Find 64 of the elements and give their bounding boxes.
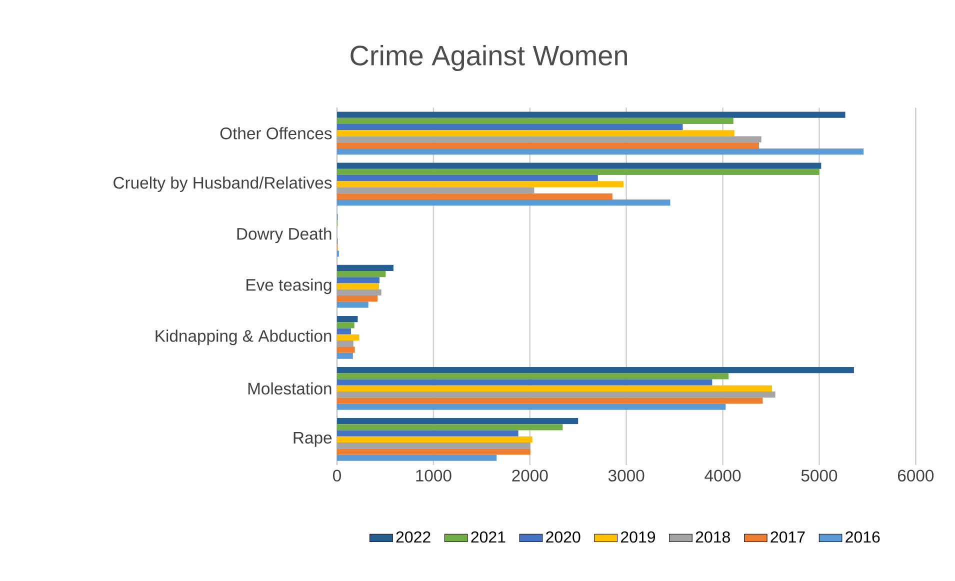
bar [337,430,518,436]
bar [337,436,532,443]
legend-label: 2021 [471,531,506,543]
bar [337,124,683,130]
bar [337,283,379,290]
bar [337,118,734,124]
y-tick-label: Other Offences [220,127,332,140]
bar [337,168,820,176]
bar [337,322,354,328]
legend-label: 2020 [546,531,580,543]
bar [337,142,759,149]
legend-label: 2019 [620,531,656,543]
y-tick-label: Rape [294,432,332,447]
bar [337,366,854,374]
bar [337,340,354,347]
bar [337,289,382,296]
y-tick-label: Dowry Death [237,228,332,244]
bar [337,379,712,386]
bar [337,181,624,188]
bar [337,136,762,142]
legend-label: 2016 [846,531,880,543]
bar [337,346,355,353]
bar [337,302,368,308]
bar [337,418,578,424]
x-tick-label: 4000 [704,470,741,482]
bar [337,454,497,461]
y-tick-label: Molestation [248,382,332,395]
bar [337,404,726,410]
legend-label: 2017 [770,531,805,543]
bar [337,277,380,284]
bar [337,328,351,334]
bar [337,148,864,155]
legend-label: 2022 [396,531,430,543]
x-tick-label: 6000 [898,470,934,482]
bar [337,296,378,302]
bar [337,448,530,455]
bar [337,316,358,322]
bar [337,373,729,380]
bar [337,385,772,392]
x-tick-label: 5000 [801,470,838,482]
x-tick-label: 2000 [512,470,548,482]
bar [337,112,846,118]
bar [337,264,394,272]
bar [337,200,670,206]
bar [337,352,353,359]
y-tick-label: Eve teasing [246,278,332,294]
bar [337,130,734,136]
x-tick-label: 1000 [416,470,452,482]
x-tick-label: 0 [333,470,341,482]
bar [337,391,776,398]
bar [337,334,360,340]
bar [337,398,763,404]
chart-title: Crime Against Women [350,44,627,72]
x-tick-label: 3000 [608,470,644,482]
bar [337,193,612,200]
bar [337,162,822,169]
bar [337,175,598,182]
bar [337,271,386,278]
bar [337,424,563,430]
y-tick-label: Kidnapping & Abduction [156,330,332,346]
legend-label: 2018 [696,531,730,543]
y-tick-label: Cruelty by Husband/Relatives [114,176,332,192]
bar [337,442,530,449]
bar [337,187,534,194]
